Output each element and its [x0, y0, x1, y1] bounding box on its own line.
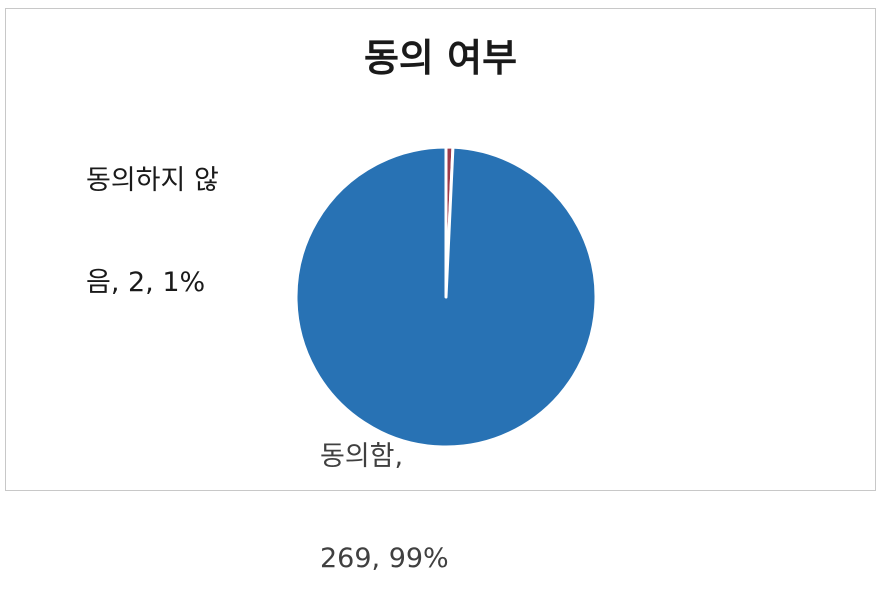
- data-label-disagree-line2: 음, 2, 1%: [86, 267, 206, 298]
- data-label-disagree: 동의하지 않 음, 2, 1%: [86, 96, 219, 334]
- chart-title: 동의 여부: [363, 36, 518, 80]
- data-label-agree-line1: 동의함,: [320, 441, 404, 472]
- data-label-disagree-line1: 동의하지 않: [86, 165, 219, 196]
- pie-slice-agree: [294, 145, 598, 449]
- pie-chart: [294, 145, 598, 449]
- data-label-agree-line2: 269, 99%: [320, 543, 449, 574]
- data-label-agree: 동의함, 269, 99%: [320, 372, 449, 610]
